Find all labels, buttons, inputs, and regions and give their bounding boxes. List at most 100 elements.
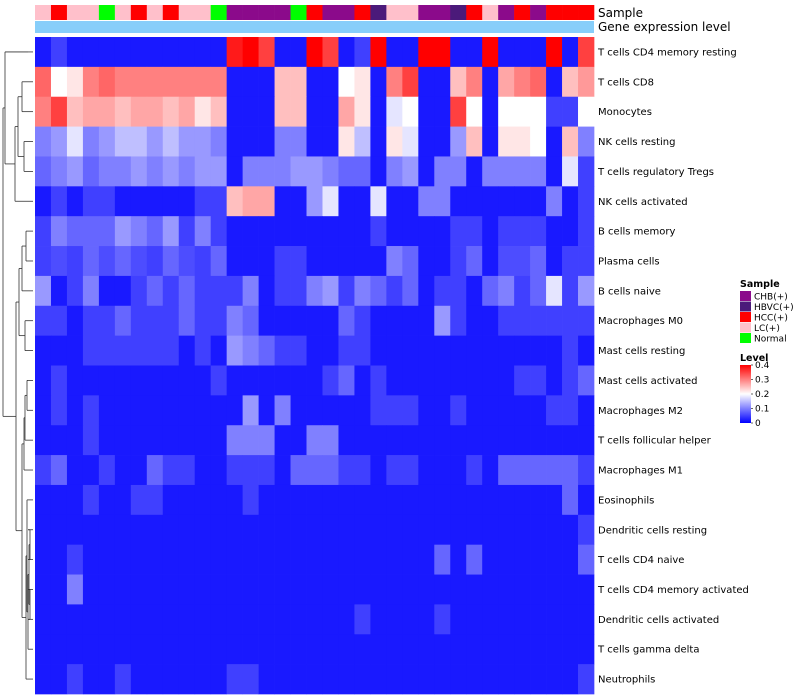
heatmap-cells [35,37,595,695]
heatmap-cell-r11-c11 [210,365,228,396]
heatmap-cell-r10-c10 [194,335,212,366]
heatmap-cell-r15-c12 [226,484,243,516]
heatmap-cell-r6-c2 [66,216,84,247]
heatmap-cell-r14-c22 [386,455,403,486]
heatmap-cell-r16-c32 [546,514,563,546]
heatmap-cell-r3-c1 [50,126,68,157]
heatmap-cell-r5-c24 [418,186,435,217]
heatmap-cell-r17-c19 [338,544,355,575]
heatmap-cell-r11-c25 [434,365,451,396]
heatmap-cell-r5-c32 [546,186,563,217]
heatmap-cell-r14-c11 [210,455,228,486]
heatmap-cell-r6-c16 [290,216,307,247]
heatmap-cell-r19-c13 [242,604,259,635]
heatmap-cell-r3-c30 [514,126,531,157]
heatmap-cell-r11-c34 [578,365,595,396]
heatmap-cell-r4-c23 [402,156,419,187]
heatmap-cell-r21-c33 [562,664,579,695]
heatmap-cell-r0-c2 [66,37,84,68]
heatmap-cell-r16-c13 [242,514,259,546]
heatmap-cell-r1-c31 [530,66,547,98]
heatmap-cell-r6-c27 [466,216,483,247]
heatmap-cell-r18-c5 [114,574,132,605]
heatmap-cell-r3-c2 [66,126,84,157]
heatmap-cell-r14-c33 [562,455,579,486]
heatmap-cell-r19-c21 [370,604,387,635]
sample-annotation-cell-25 [434,5,451,20]
heatmap-cell-r21-c10 [194,664,212,695]
heatmap-cell-r18-c26 [450,574,467,605]
heatmap-cell-r5-c12 [226,186,243,217]
heatmap-cell-r8-c0 [35,275,52,307]
heatmap-cell-r14-c34 [578,455,595,486]
heatmap-cell-r3-c13 [242,126,259,157]
heatmap-cell-r0-c30 [514,37,531,68]
heatmap-cell-r11-c23 [402,365,419,396]
heatmap-cell-r14-c27 [466,455,483,486]
heatmap-cell-r12-c21 [370,395,387,426]
row-label-8: B cells naive [598,286,661,297]
heatmap-cell-r14-c16 [290,455,307,486]
heatmap-cell-r5-c17 [306,186,323,217]
heatmap-cell-r8-c10 [194,275,212,307]
heatmap-cell-r4-c27 [466,156,483,187]
heatmap-cell-r8-c1 [50,275,68,307]
heatmap-cell-r3-c19 [338,126,355,157]
heatmap-cell-r1-c6 [130,66,148,98]
row-label-17: T cells CD4 naive [597,555,684,566]
heatmap-cell-r11-c9 [178,365,196,396]
heatmap-cell-r8-c11 [210,275,228,307]
heatmap-cell-r13-c5 [114,425,132,456]
heatmap-cell-r18-c28 [482,574,499,605]
sample-annotation-cell-8 [162,5,180,20]
heatmap-cell-r10-c3 [82,335,100,366]
heatmap-cell-r5-c34 [578,186,595,217]
heatmap-cell-r11-c33 [562,365,579,396]
row-label-11: Mast cells activated [598,376,697,387]
heatmap-cell-r12-c22 [386,395,403,426]
heatmap-cell-r16-c29 [498,514,515,546]
heatmap-cell-r11-c14 [258,365,275,396]
heatmap-cell-r13-c12 [226,425,243,456]
heatmap-cell-r3-c9 [178,126,196,157]
heatmap-cell-r1-c7 [146,66,164,98]
heatmap-cell-r10-c13 [242,335,259,366]
heatmap-cell-r20-c6 [130,634,148,665]
heatmap-cell-r20-c12 [226,634,243,665]
heatmap-cell-r1-c20 [354,66,371,98]
heatmap-cell-r2-c20 [354,96,371,127]
heatmap-cell-r9-c24 [418,305,435,336]
heatmap-cell-r7-c4 [98,246,116,277]
heatmap-cell-r1-c14 [258,66,275,98]
heatmap-cell-r13-c23 [402,425,419,456]
heatmap-cell-r12-c32 [546,395,563,426]
heatmap-cell-r19-c26 [450,604,467,635]
heatmap-cell-r20-c14 [258,634,275,665]
heatmap-cell-r2-c1 [50,96,68,127]
heatmap-cell-r14-c12 [226,455,243,486]
heatmap-cell-r4-c22 [386,156,403,187]
heatmap-cell-r12-c34 [578,395,595,426]
heatmap-cell-r1-c22 [386,66,403,98]
heatmap-cell-r8-c16 [290,275,307,307]
heatmap-cell-r0-c29 [498,37,515,68]
heatmap-cell-r0-c9 [178,37,196,68]
heatmap-cell-r17-c21 [370,544,387,575]
heatmap-cell-r2-c7 [146,96,164,127]
heatmap-cell-r21-c21 [370,664,387,695]
heatmap-cell-r1-c1 [50,66,68,98]
sample-annotation-cell-15 [274,5,291,20]
heatmap-cell-r8-c34 [578,275,595,307]
heatmap-cell-r19-c0 [35,604,52,635]
heatmap-cell-r5-c5 [114,186,132,217]
heatmap-cell-r7-c13 [242,246,259,277]
heatmap-cell-r2-c3 [82,96,100,127]
heatmap-cell-r11-c3 [82,365,100,396]
heatmap-cell-r13-c2 [66,425,84,456]
heatmap-cell-r5-c7 [146,186,164,217]
heatmap-cell-r17-c20 [354,544,371,575]
sample-annotation-cell-24 [418,5,435,20]
heatmap-cell-r2-c33 [562,96,579,127]
heatmap-cell-r15-c34 [578,484,595,516]
heatmap-cell-r10-c8 [162,335,180,366]
